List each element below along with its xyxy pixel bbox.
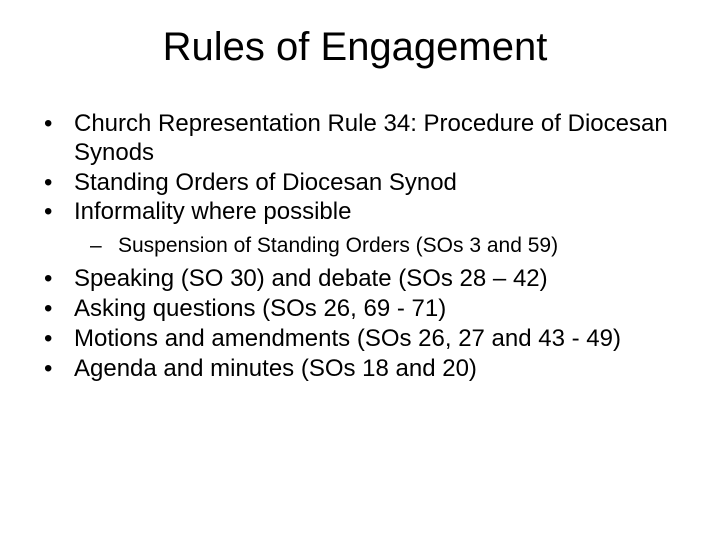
list-item: Agenda and minutes (SOs 18 and 20) [30, 355, 680, 384]
slide-title: Rules of Engagement [30, 25, 680, 70]
list-item: Standing Orders of Diocesan Synod [30, 169, 680, 198]
list-item: Asking questions (SOs 26, 69 - 71) [30, 295, 680, 324]
list-item: Motions and amendments (SOs 26, 27 and 4… [30, 325, 680, 354]
list-item: Informality where possible [30, 198, 680, 227]
list-item: Speaking (SO 30) and debate (SOs 28 – 42… [30, 265, 680, 294]
bullet-list: Church Representation Rule 34: Procedure… [30, 110, 680, 384]
sub-list-item: Suspension of Standing Orders (SOs 3 and… [30, 233, 680, 259]
list-item: Church Representation Rule 34: Procedure… [30, 110, 680, 168]
